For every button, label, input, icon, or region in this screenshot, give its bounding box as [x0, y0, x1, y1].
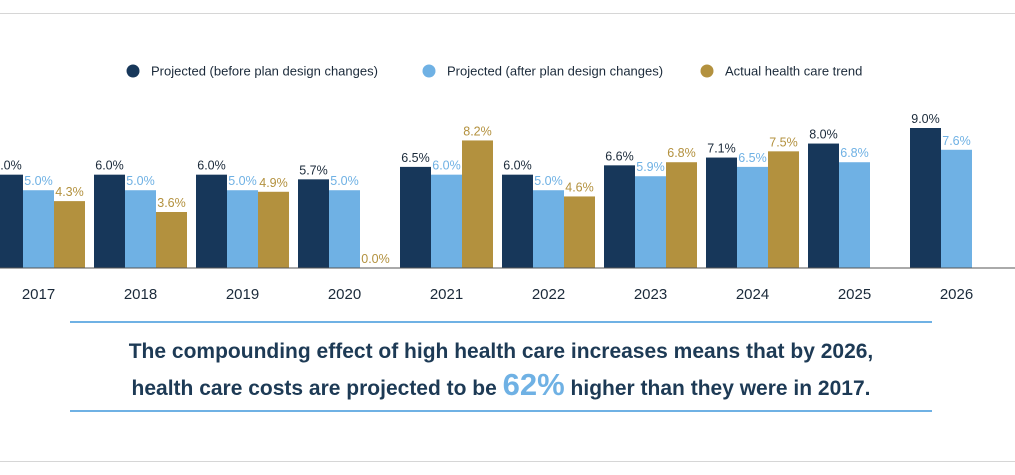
bar-actual-health-care-trend-2022 — [564, 196, 595, 268]
bar-label-actual-health-care-trend-2019: 4.9% — [259, 176, 288, 190]
bar-projected-after-plan-design-changes-2017 — [23, 190, 54, 268]
bar-label-projected-after-plan-design-changes-2023: 5.9% — [636, 160, 665, 174]
bar-projected-before-plan-design-changes-2025 — [808, 143, 839, 268]
bar-label-projected-after-plan-design-changes-2026: 7.6% — [942, 134, 971, 148]
bar-projected-before-plan-design-changes-2020 — [298, 179, 329, 268]
x-tick-2024: 2024 — [736, 286, 769, 303]
legend-label-projected-after-plan-design-changes: Projected (after plan design changes) — [447, 64, 663, 79]
top-divider — [0, 13, 1015, 14]
bar-projected-after-plan-design-changes-2023 — [635, 176, 666, 268]
bar-projected-before-plan-design-changes-2019 — [196, 174, 227, 268]
bar-projected-before-plan-design-changes-2023 — [604, 165, 635, 268]
legend-swatch-actual-health-care-trend — [700, 64, 714, 78]
bar-label-actual-health-care-trend-2021: 8.2% — [463, 124, 492, 138]
bar-label-projected-after-plan-design-changes-2017: 5.0% — [24, 174, 53, 188]
legend-swatch-projected-after-plan-design-changes — [422, 64, 436, 78]
bar-label-projected-before-plan-design-changes-2025: 8.0% — [809, 128, 838, 142]
bar-projected-before-plan-design-changes-2021 — [400, 166, 431, 268]
callout-box: The compounding effect of high health ca… — [70, 321, 932, 412]
x-tick-2021: 2021 — [430, 286, 463, 303]
bar-projected-after-plan-design-changes-2026 — [941, 149, 972, 268]
bar-projected-before-plan-design-changes-2017 — [0, 174, 23, 268]
bar-label-projected-after-plan-design-changes-2025: 6.8% — [840, 146, 869, 160]
bar-projected-after-plan-design-changes-2025 — [839, 162, 870, 268]
bar-label-actual-health-care-trend-2018: 3.6% — [157, 196, 186, 210]
bar-label-actual-health-care-trend-2024: 7.5% — [769, 135, 798, 149]
bar-label-projected-after-plan-design-changes-2024: 6.5% — [738, 151, 767, 165]
bars — [0, 128, 972, 268]
bar-label-projected-before-plan-design-changes-2019: 6.0% — [197, 159, 226, 173]
callout-bottom-rule — [70, 410, 932, 412]
bar-projected-after-plan-design-changes-2024 — [737, 166, 768, 268]
bar-label-projected-before-plan-design-changes-2023: 6.6% — [605, 149, 634, 163]
bar-projected-before-plan-design-changes-2022 — [502, 174, 533, 268]
bar-projected-after-plan-design-changes-2019 — [227, 190, 258, 268]
legend-label-projected-before-plan-design-changes: Projected (before plan design changes) — [151, 64, 378, 79]
callout-line-2-prefix: health care costs are projected to be — [131, 377, 497, 400]
x-tick-2025: 2025 — [838, 286, 871, 303]
bar-label-actual-health-care-trend-2022: 4.6% — [565, 180, 594, 194]
x-tick-2019: 2019 — [226, 286, 259, 303]
bar-label-actual-health-care-trend-2017: 4.3% — [55, 185, 84, 199]
bar-label-projected-before-plan-design-changes-2018: 6.0% — [95, 159, 124, 173]
bar-actual-health-care-trend-2019 — [258, 191, 289, 268]
bar-projected-after-plan-design-changes-2020 — [329, 190, 360, 268]
bar-label-actual-health-care-trend-2020: 0.0% — [361, 252, 390, 266]
bar-projected-before-plan-design-changes-2026 — [910, 128, 941, 268]
bar-projected-after-plan-design-changes-2022 — [533, 190, 564, 268]
bar-label-projected-before-plan-design-changes-2026: 9.0% — [911, 112, 940, 126]
bar-projected-before-plan-design-changes-2024 — [706, 157, 737, 268]
bar-projected-after-plan-design-changes-2018 — [125, 190, 156, 268]
bar-label-projected-after-plan-design-changes-2019: 5.0% — [228, 174, 257, 188]
x-tick-2026: 2026 — [940, 286, 973, 303]
x-tick-2020: 2020 — [328, 286, 361, 303]
bar-projected-before-plan-design-changes-2018 — [94, 174, 125, 268]
bar-chart: Projected (before plan design changes) Pr… — [0, 64, 1015, 303]
bar-label-projected-before-plan-design-changes-2022: 6.0% — [503, 159, 532, 173]
bar-labels: 6.0%5.0%4.3%6.0%5.0%3.6%6.0%5.0%4.9%5.7%… — [0, 112, 971, 266]
bar-label-actual-health-care-trend-2023: 6.8% — [667, 146, 696, 160]
callout-line-2-suffix: higher than they were in 2017. — [570, 377, 871, 400]
x-tick-labels: 2017 2018 2019 2020 2021 2022 2023 2024 2025 2026 — [22, 286, 973, 303]
callout-top-rule — [70, 321, 932, 323]
legend-swatch-projected-before-plan-design-changes — [126, 64, 140, 78]
bottom-divider — [0, 461, 1015, 462]
bar-label-projected-before-plan-design-changes-2020: 5.7% — [299, 163, 328, 177]
x-tick-2018: 2018 — [124, 286, 157, 303]
bar-label-projected-after-plan-design-changes-2022: 5.0% — [534, 174, 563, 188]
bar-actual-health-care-trend-2018 — [156, 212, 187, 268]
bar-actual-health-care-trend-2021 — [462, 140, 493, 268]
legend: Projected (before plan design changes) Pr… — [126, 64, 862, 79]
bar-label-projected-before-plan-design-changes-2021: 6.5% — [401, 151, 430, 165]
legend-label-actual-health-care-trend: Actual health care trend — [725, 64, 862, 79]
bar-label-projected-before-plan-design-changes-2024: 7.1% — [707, 142, 736, 156]
bar-actual-health-care-trend-2017 — [54, 201, 85, 268]
callout-text: The compounding effect of high health ca… — [70, 335, 932, 405]
bar-label-projected-after-plan-design-changes-2018: 5.0% — [126, 174, 155, 188]
bar-actual-health-care-trend-2023 — [666, 162, 697, 268]
x-tick-2017: 2017 — [22, 286, 55, 303]
bar-label-projected-after-plan-design-changes-2020: 5.0% — [330, 174, 359, 188]
x-tick-2022: 2022 — [532, 286, 565, 303]
callout-line-1: The compounding effect of high health ca… — [128, 340, 874, 363]
bar-projected-after-plan-design-changes-2021 — [431, 174, 462, 268]
callout-highlight-value: 62% — [502, 367, 565, 402]
x-tick-2023: 2023 — [634, 286, 667, 303]
bar-actual-health-care-trend-2024 — [768, 151, 799, 268]
bar-label-projected-after-plan-design-changes-2021: 6.0% — [432, 159, 461, 173]
bar-label-projected-before-plan-design-changes-2017: 6.0% — [0, 159, 22, 173]
